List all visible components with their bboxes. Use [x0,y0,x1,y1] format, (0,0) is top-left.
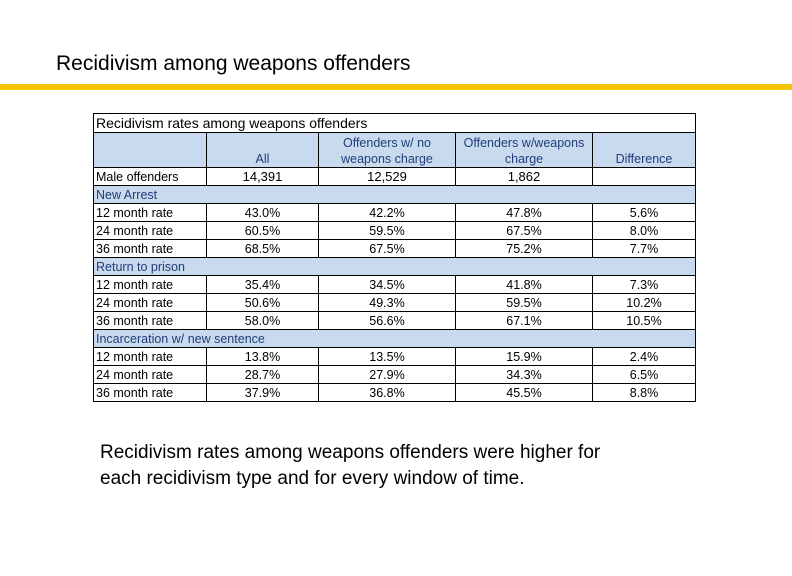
table-body: Recidivism rates among weapons offenders… [93,113,696,402]
row-label: 36 month rate [93,239,207,258]
cell-all: 58.0% [206,311,319,330]
cell-difference: 2.4% [592,347,696,366]
cell-difference: 10.2% [592,293,696,312]
cell-all: 35.4% [206,275,319,294]
cell-difference: 6.5% [592,365,696,384]
cell-no-weapons: 59.5% [318,221,456,240]
cell-no-weapons: 13.5% [318,347,456,366]
cell-all: 43.0% [206,203,319,222]
cell-no-weapons: 34.5% [318,275,456,294]
recidivism-table: Recidivism rates among weapons offenders… [93,113,696,402]
table-row: 12 month rate 13.8% 13.5% 15.9% 2.4% [93,347,696,366]
cell-difference: 5.6% [592,203,696,222]
table-row: 24 month rate 60.5% 59.5% 67.5% 8.0% [93,221,696,240]
caption-line-1: Recidivism rates among weapons offenders… [100,442,601,463]
row-label: 12 month rate [93,347,207,366]
cell-difference: 10.5% [592,311,696,330]
cell-weapons: 34.3% [455,365,593,384]
cell-all: 28.7% [206,365,319,384]
table-row: 24 month rate 50.6% 49.3% 59.5% 10.2% [93,293,696,312]
cell-difference: 8.0% [592,221,696,240]
section-row-incarceration: Incarceration w/ new sentence [93,329,696,348]
row-label: 12 month rate [93,275,207,294]
section-row-return-to-prison: Return to prison [93,257,696,276]
cell-all: 50.6% [206,293,319,312]
table-row: 36 month rate 58.0% 56.6% 67.1% 10.5% [93,311,696,330]
table-row: 36 month rate 37.9% 36.8% 45.5% 8.8% [93,383,696,402]
cell-no-weapons: 49.3% [318,293,456,312]
male-offenders-row: Male offenders 14,391 12,529 1,862 [93,167,696,186]
table-row: 12 month rate 35.4% 34.5% 41.8% 7.3% [93,275,696,294]
recidivism-table-container: Recidivism rates among weapons offenders… [93,113,696,402]
cell-weapons: 67.1% [455,311,593,330]
header-weapons: Offenders w/weapons charge [455,132,593,168]
row-label: 12 month rate [93,203,207,222]
cell-weapons: 45.5% [455,383,593,402]
cell-all: 68.5% [206,239,319,258]
section-title: Return to prison [93,257,696,276]
table-row: 12 month rate 43.0% 42.2% 47.8% 5.6% [93,203,696,222]
section-row-new-arrest: New Arrest [93,185,696,204]
cell-weapons: 75.2% [455,239,593,258]
cell-all: 60.5% [206,221,319,240]
male-offenders-label: Male offenders [93,167,207,186]
cell-weapons: 41.8% [455,275,593,294]
row-label: 24 month rate [93,293,207,312]
male-difference [592,167,696,186]
table-title: Recidivism rates among weapons offenders [93,113,696,133]
cell-weapons: 47.8% [455,203,593,222]
table-title-row: Recidivism rates among weapons offenders [93,113,696,133]
cell-no-weapons: 67.5% [318,239,456,258]
section-title: Incarceration w/ new sentence [93,329,696,348]
male-weapons-count: 1,862 [455,167,593,186]
cell-difference: 7.7% [592,239,696,258]
section-title: New Arrest [93,185,696,204]
cell-weapons: 15.9% [455,347,593,366]
caption: Recidivism rates among weapons offenders… [100,440,740,492]
caption-line-2: each recidivism type and for every windo… [100,468,525,489]
slide-title: Recidivism among weapons offenders [56,52,411,75]
cell-difference: 7.3% [592,275,696,294]
cell-no-weapons: 42.2% [318,203,456,222]
row-label: 36 month rate [93,311,207,330]
cell-no-weapons: 27.9% [318,365,456,384]
row-label: 24 month rate [93,221,207,240]
table-row: 24 month rate 28.7% 27.9% 34.3% 6.5% [93,365,696,384]
header-all: All [206,132,319,168]
row-label: 24 month rate [93,365,207,384]
male-all-count: 14,391 [206,167,319,186]
cell-all: 13.8% [206,347,319,366]
cell-weapons: 59.5% [455,293,593,312]
table-row: 36 month rate 68.5% 67.5% 75.2% 7.7% [93,239,696,258]
male-no-weapons-count: 12,529 [318,167,456,186]
accent-rule [0,84,792,90]
header-difference: Difference [592,132,696,168]
header-blank [93,132,207,168]
cell-all: 37.9% [206,383,319,402]
cell-no-weapons: 36.8% [318,383,456,402]
cell-no-weapons: 56.6% [318,311,456,330]
row-label: 36 month rate [93,383,207,402]
column-header-row: All Offenders w/ no weapons charge Offen… [93,132,696,168]
header-no-weapons: Offenders w/ no weapons charge [318,132,456,168]
cell-weapons: 67.5% [455,221,593,240]
cell-difference: 8.8% [592,383,696,402]
